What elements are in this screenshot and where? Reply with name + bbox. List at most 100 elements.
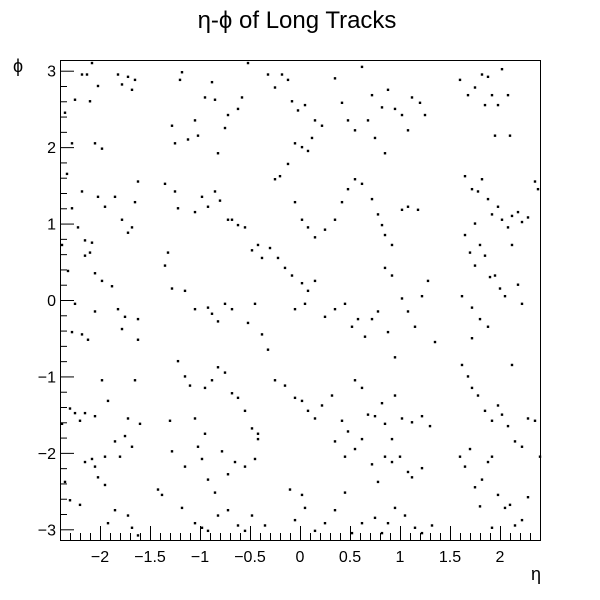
data-point xyxy=(346,430,350,433)
data-point xyxy=(278,174,282,178)
data-point xyxy=(176,359,180,363)
data-point xyxy=(80,73,84,76)
data-point xyxy=(398,455,402,458)
data-point xyxy=(163,264,167,267)
data-point xyxy=(386,88,390,92)
data-point xyxy=(126,231,130,234)
data-point xyxy=(163,182,167,186)
data-point xyxy=(80,190,84,193)
chart-title: η-ϕ of Long Tracks xyxy=(198,7,397,34)
data-point xyxy=(193,521,197,525)
data-point xyxy=(383,422,387,426)
data-point xyxy=(473,264,477,267)
data-point xyxy=(130,88,134,92)
data-point xyxy=(470,386,474,390)
data-point xyxy=(226,508,230,512)
data-point xyxy=(493,274,497,277)
data-point xyxy=(313,417,317,420)
data-point xyxy=(60,243,64,247)
data-point xyxy=(180,506,184,510)
data-point xyxy=(470,306,474,309)
data-point xyxy=(273,379,277,382)
data-point xyxy=(293,200,297,204)
data-point xyxy=(133,379,137,382)
data-point xyxy=(250,427,254,430)
x-tick-label: 2 xyxy=(496,549,505,566)
data-point xyxy=(383,455,387,458)
data-point xyxy=(123,434,127,438)
data-point xyxy=(118,455,122,458)
data-point xyxy=(510,363,514,367)
data-point xyxy=(313,279,317,283)
data-point xyxy=(250,249,254,252)
data-point xyxy=(206,478,210,481)
data-point xyxy=(406,470,410,474)
data-point xyxy=(403,514,407,517)
data-point xyxy=(73,98,77,101)
data-point xyxy=(506,93,510,97)
data-point xyxy=(310,136,314,140)
data-point xyxy=(473,222,477,225)
data-point xyxy=(420,414,424,418)
data-point xyxy=(186,138,190,141)
data-point xyxy=(526,417,530,420)
data-point xyxy=(486,325,490,328)
data-point xyxy=(498,287,502,290)
data-point xyxy=(536,187,540,191)
data-point xyxy=(510,214,514,218)
data-point xyxy=(66,269,70,273)
data-point xyxy=(400,417,404,420)
data-point xyxy=(486,75,490,79)
data-point xyxy=(120,83,124,86)
data-point xyxy=(486,197,490,201)
data-point xyxy=(223,126,227,130)
y-tick-label: 3 xyxy=(47,64,56,81)
data-point xyxy=(203,432,207,435)
x-tick-label: −1.5 xyxy=(134,549,166,566)
x-axis: −2 −1.5 −1 −0.5 0 0.5 1 1.5 2 xyxy=(70,526,541,566)
data-point xyxy=(188,384,192,387)
data-point xyxy=(78,503,82,507)
data-point xyxy=(393,107,397,111)
x-tick-label: −0.5 xyxy=(234,549,266,566)
data-point xyxy=(416,208,420,212)
data-point xyxy=(220,450,224,453)
data-point xyxy=(213,491,217,494)
y-tick-label: 1 xyxy=(47,217,56,234)
data-point xyxy=(520,445,524,448)
data-point xyxy=(256,243,260,247)
data-point xyxy=(183,465,187,468)
data-point xyxy=(96,84,100,88)
data-point xyxy=(236,524,240,527)
data-point xyxy=(333,307,337,311)
data-point xyxy=(343,491,347,494)
data-point xyxy=(340,419,344,422)
data-point xyxy=(68,407,72,410)
data-point xyxy=(360,386,364,390)
data-point xyxy=(346,119,350,122)
y-axis-label: ϕ xyxy=(13,56,23,76)
y-tick-label: −3 xyxy=(38,522,56,539)
data-point xyxy=(180,71,184,74)
data-point xyxy=(290,100,294,103)
data-point xyxy=(406,129,410,132)
data-point xyxy=(100,147,104,150)
data-point xyxy=(393,356,397,359)
data-point xyxy=(426,279,430,283)
data-point xyxy=(463,233,467,237)
data-point xyxy=(323,521,327,525)
data-point xyxy=(88,251,92,254)
data-point xyxy=(508,134,512,137)
data-point xyxy=(288,488,292,491)
data-point xyxy=(70,330,74,334)
data-point xyxy=(380,223,384,227)
data-point xyxy=(236,107,240,111)
data-point xyxy=(300,399,304,403)
x-tick-label: −2 xyxy=(91,549,109,566)
data-point xyxy=(526,495,530,499)
data-point xyxy=(230,392,234,395)
data-point xyxy=(113,195,117,199)
data-point xyxy=(230,307,234,311)
data-point xyxy=(466,375,470,378)
data-point xyxy=(490,526,494,529)
